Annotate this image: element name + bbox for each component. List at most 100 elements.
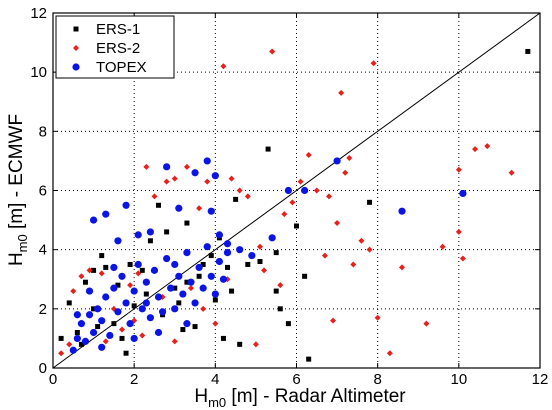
data-point [103,264,109,270]
y-tick-label: 6 [39,183,47,200]
data-point [158,308,167,316]
data-point [122,299,130,307]
data-point [245,261,251,267]
data-point [171,260,179,269]
data-point [102,210,110,218]
y-tick-label: 10 [30,64,47,81]
data-point [98,317,106,325]
data-point [220,63,227,70]
data-point [370,60,377,67]
y-tick-label: 0 [39,360,47,377]
data-point [207,272,215,280]
data-point [183,249,191,257]
series-topex [69,157,467,354]
data-point [175,204,183,212]
data-point [73,334,81,343]
data-point [163,163,171,171]
data-point [244,193,251,200]
data-point [302,273,308,279]
data-point [118,272,126,280]
data-point [94,305,102,313]
data-point [398,207,406,215]
legend-label: TOPEX [96,59,147,76]
x-tick-label: 10 [450,371,467,388]
data-point [366,246,373,253]
data-point [294,223,299,229]
x-tick-label: 12 [532,371,549,388]
data-point [273,288,279,294]
x-tick-label: 4 [211,371,219,388]
data-point [147,238,153,244]
data-point [154,328,163,337]
data-point [187,285,194,292]
data-point [265,146,271,152]
data-point [131,303,137,309]
data-point [261,267,268,274]
data-point [191,169,199,177]
data-point [399,264,406,271]
data-point [289,199,296,206]
data-point [208,253,214,259]
data-point [127,282,134,289]
data-point [212,297,218,303]
data-point [346,154,353,161]
data-point [285,321,291,327]
data-point [95,324,101,330]
y-tick-label: 8 [39,123,47,140]
data-point [325,193,332,200]
data-point [122,201,130,209]
data-point [187,278,195,286]
data-point [154,293,163,301]
data-point [423,320,430,327]
data-point [110,284,118,292]
data-point [306,356,312,362]
data-point [142,299,150,307]
data-point [171,338,178,345]
data-point [91,267,97,273]
one-to-one-line [52,12,541,369]
data-point [156,202,162,208]
data-point [180,327,186,333]
data-point [142,278,150,286]
data-point [86,267,93,274]
data-point [225,264,231,270]
data-point [134,260,142,269]
data-point [350,261,357,268]
data-point [277,306,283,312]
data-point [248,251,256,260]
data-point [118,326,125,333]
data-point [330,317,337,324]
data-point [176,300,182,306]
data-point [342,169,349,176]
data-point [228,175,235,182]
data-point [233,196,239,202]
data-point [184,220,190,226]
data-point [139,267,145,273]
data-point [459,255,466,262]
data-point [220,335,226,341]
data-point [179,290,187,298]
data-point [333,157,341,165]
data-point [134,231,142,239]
data-point [151,193,158,200]
data-point [82,279,88,285]
data-point [472,146,479,153]
data-point [111,321,117,327]
axis-ticks: 0 2 4 6 8 10 12 0 2 4 6 8 10 12 [30,5,548,388]
y-axis-label: Hm0 [m] - ECMWF [6,114,30,266]
data-point [114,237,122,245]
data-point [98,343,106,351]
data-point [89,216,98,224]
data-point [98,270,105,277]
data-point [102,338,109,345]
data-point [138,305,146,313]
data-point [199,284,207,292]
data-point [175,272,183,280]
data-point [184,279,190,285]
data-point [172,285,178,291]
data-point [212,320,219,327]
data-point [123,350,129,356]
data-point [114,308,122,316]
data-point [58,335,64,341]
